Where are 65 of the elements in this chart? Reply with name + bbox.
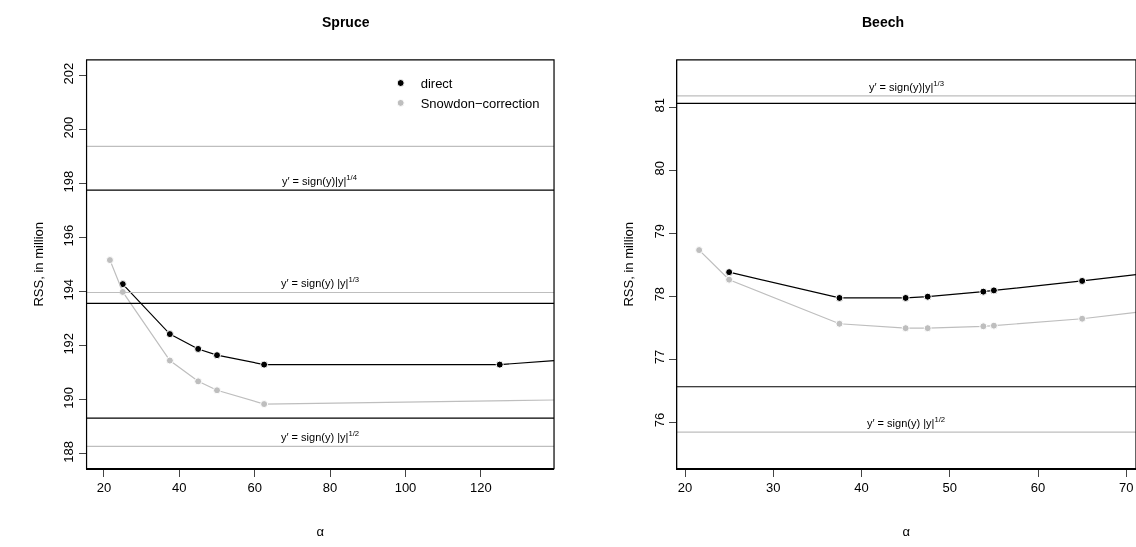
point [695, 246, 704, 255]
y-tick-label: 198 [61, 170, 77, 193]
point [901, 324, 910, 333]
x-tick-label: 100 [394, 480, 417, 496]
x-tick-label: 40 [172, 480, 187, 496]
x-axis-title: α [316, 523, 325, 539]
ref-line-label: y′ = sign(y)|y|$^{1/4}$ [282, 173, 358, 187]
point [979, 322, 988, 331]
y-tick-label: 80 [651, 160, 667, 176]
y-tick-label: 192 [61, 332, 77, 355]
point [165, 356, 174, 365]
x-tick-label: 120 [470, 480, 492, 496]
point [901, 293, 910, 302]
x-tick-label: 20 [96, 480, 112, 496]
point [194, 377, 203, 386]
chart-title: Spruce [322, 14, 370, 30]
chart-title: Beech [862, 14, 905, 30]
point [989, 286, 998, 295]
point [495, 360, 504, 369]
point [194, 344, 203, 353]
x-tick-label: 40 [854, 480, 869, 496]
y-tick-label: 200 [61, 116, 77, 139]
x-tick-label: 60 [1030, 480, 1046, 496]
point [835, 319, 844, 328]
point [725, 268, 734, 277]
y-tick-label: 194 [61, 278, 77, 301]
point [165, 330, 174, 339]
y-tick-label: 79 [651, 223, 667, 239]
x-axis-title: α [902, 523, 911, 539]
point [725, 275, 734, 284]
point [979, 287, 988, 296]
point [989, 321, 998, 330]
y-tick-label: 77 [651, 349, 667, 365]
legend-label: Snowdon−correction [420, 95, 540, 111]
point [835, 293, 844, 302]
point [923, 292, 932, 301]
point [213, 351, 221, 360]
ref-line-label: y′ = sign(y) |y|$^{1/3}$ [281, 275, 360, 289]
y-axis-title: RSS, in million [621, 221, 637, 307]
x-tick-label: 60 [247, 480, 262, 496]
x-tick-label: 70 [1119, 480, 1134, 496]
y-tick-label: 76 [651, 412, 667, 428]
point [213, 386, 221, 395]
ref-line-label: y′ = sign(y) |y|$^{1/2}$ [281, 429, 360, 443]
point [260, 400, 269, 409]
point [1078, 314, 1087, 323]
x-tick-label: 30 [766, 480, 781, 496]
point [1078, 276, 1087, 285]
y-tick-label: 81 [651, 97, 667, 113]
y-tick-label: 188 [61, 440, 77, 463]
ref-line-label: y′ = sign(y) |y|$^{1/2}$ [867, 415, 946, 429]
y-tick-label: 202 [61, 62, 77, 85]
x-tick-label: 20 [677, 480, 693, 496]
y-tick-label: 196 [61, 224, 77, 247]
point [923, 324, 932, 333]
y-axis-title: RSS, in million [31, 221, 47, 307]
legend-label: direct [420, 76, 453, 92]
y-tick-label: 78 [651, 286, 667, 302]
x-tick-label: 50 [942, 480, 958, 496]
point [105, 256, 114, 265]
point [118, 287, 127, 296]
x-tick-label: 80 [322, 480, 338, 496]
ref-line-label: y′ = sign(y)|y|$^{1/3}$ [869, 79, 945, 93]
point [260, 360, 269, 369]
y-tick-label: 190 [61, 386, 77, 409]
